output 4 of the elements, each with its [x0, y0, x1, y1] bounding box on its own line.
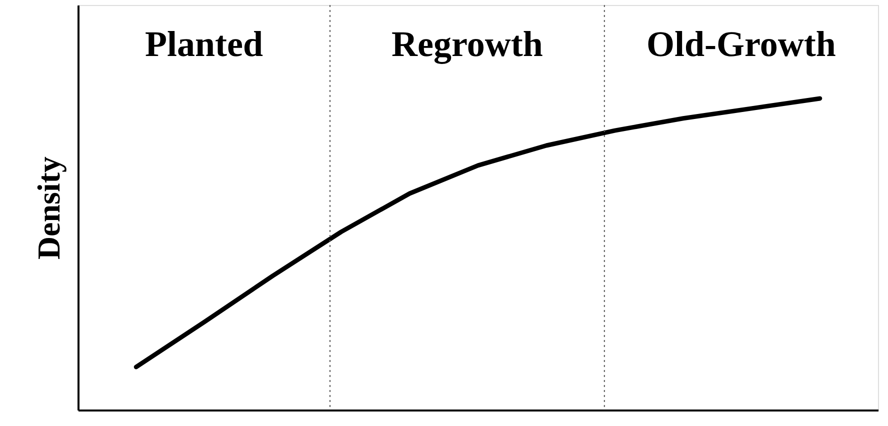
text: Regrowth: [392, 24, 543, 64]
text: Planted: [144, 24, 264, 64]
text: Old-Growth: [646, 24, 836, 64]
y-axis-title: Density: [30, 156, 66, 260]
